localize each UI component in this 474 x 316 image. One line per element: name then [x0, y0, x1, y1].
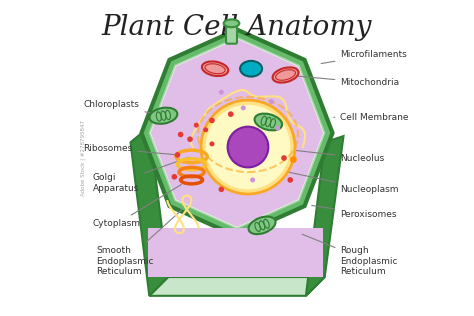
- Polygon shape: [151, 39, 323, 227]
- Text: Rough
Endoplasmic
Reticulum: Rough Endoplasmic Reticulum: [302, 234, 398, 276]
- Ellipse shape: [201, 100, 295, 194]
- Ellipse shape: [250, 177, 255, 182]
- Ellipse shape: [210, 141, 214, 146]
- Ellipse shape: [248, 216, 275, 234]
- Text: Mitochondria: Mitochondria: [288, 75, 400, 87]
- Polygon shape: [149, 37, 325, 228]
- Text: Cell Membrane: Cell Membrane: [334, 113, 409, 122]
- Ellipse shape: [178, 132, 183, 137]
- Text: Golgi
Apparatus: Golgi Apparatus: [93, 157, 189, 193]
- Polygon shape: [141, 30, 333, 236]
- Text: Adobe Stock | #278795847: Adobe Stock | #278795847: [81, 120, 86, 196]
- FancyBboxPatch shape: [226, 22, 237, 44]
- Text: Ribosomes: Ribosomes: [83, 144, 175, 155]
- Ellipse shape: [273, 67, 299, 82]
- Ellipse shape: [228, 111, 234, 117]
- Ellipse shape: [275, 126, 280, 131]
- Text: Plant Cell Anatomy: Plant Cell Anatomy: [102, 14, 372, 41]
- Text: Microfilaments: Microfilaments: [321, 50, 407, 64]
- Ellipse shape: [209, 118, 215, 123]
- Ellipse shape: [241, 105, 246, 110]
- Ellipse shape: [287, 177, 293, 183]
- Ellipse shape: [281, 155, 287, 161]
- Text: Nucleolus: Nucleolus: [268, 147, 384, 162]
- Ellipse shape: [240, 61, 262, 76]
- Ellipse shape: [206, 105, 290, 189]
- Ellipse shape: [174, 152, 180, 158]
- Ellipse shape: [228, 127, 268, 167]
- Ellipse shape: [290, 156, 297, 163]
- Ellipse shape: [255, 113, 282, 131]
- Polygon shape: [130, 127, 168, 296]
- Ellipse shape: [219, 90, 224, 95]
- Polygon shape: [149, 277, 325, 296]
- Ellipse shape: [172, 174, 177, 179]
- Text: Nucleoplasm: Nucleoplasm: [283, 171, 399, 194]
- Ellipse shape: [149, 108, 177, 124]
- Polygon shape: [306, 136, 344, 296]
- Text: Chloroplasts: Chloroplasts: [83, 100, 161, 115]
- Text: Smooth
Endoplasmic
Reticulum: Smooth Endoplasmic Reticulum: [96, 210, 182, 276]
- Text: Cytoplasm: Cytoplasm: [93, 185, 182, 228]
- Text: Peroxisomes: Peroxisomes: [312, 205, 397, 219]
- Ellipse shape: [224, 19, 239, 27]
- Ellipse shape: [219, 186, 224, 192]
- Ellipse shape: [269, 99, 274, 104]
- Ellipse shape: [187, 137, 193, 142]
- Polygon shape: [148, 228, 323, 277]
- Ellipse shape: [203, 127, 208, 132]
- Ellipse shape: [194, 123, 199, 128]
- Ellipse shape: [202, 61, 228, 76]
